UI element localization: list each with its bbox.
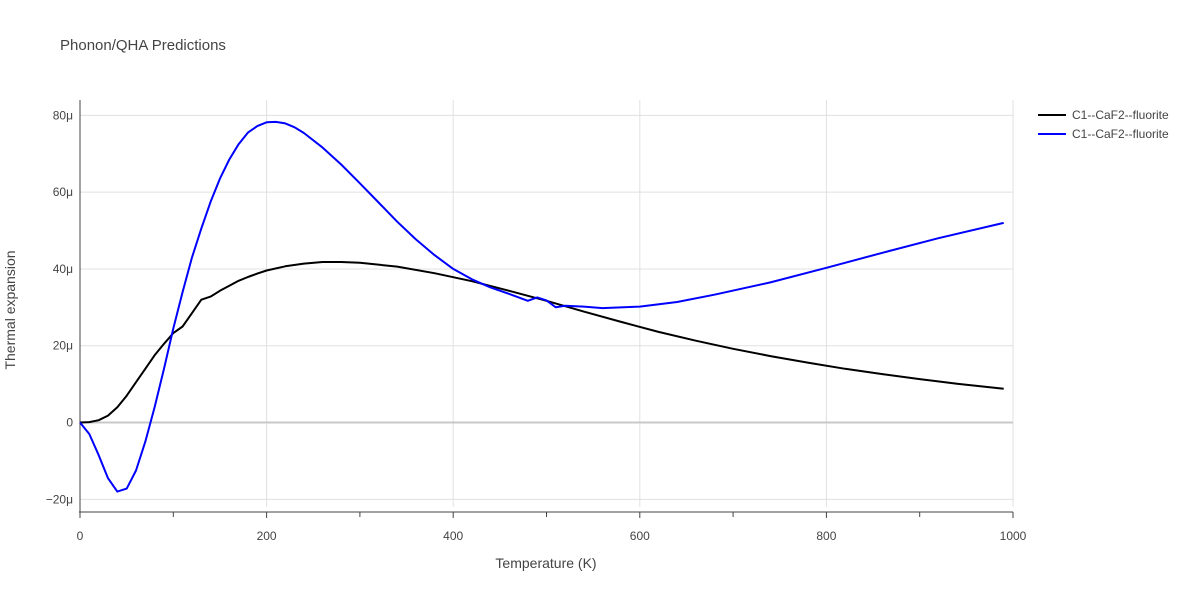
y-tick-label: 0: [66, 416, 73, 430]
tick-labels: 0 200 400 600 800 1000 −20μ 0 20μ 40μ 60μ 80μ: [46, 108, 1027, 543]
series-line-2[interactable]: [79, 120, 1004, 493]
legend-label: C1--CaF2--fluorite: [1072, 108, 1169, 122]
series-line-1[interactable]: [79, 261, 1004, 424]
series-lines: [79, 120, 1004, 493]
legend-item-1[interactable]: C1--CaF2--fluorite: [1038, 108, 1169, 122]
legend-item-2[interactable]: C1--CaF2--fluorite: [1038, 127, 1169, 141]
legend-label: C1--CaF2--fluorite: [1072, 127, 1169, 141]
y-tick-label: 40μ: [53, 262, 73, 276]
x-tick-label: 1000: [1000, 529, 1027, 543]
x-tick-label: 0: [77, 529, 84, 543]
chart-title: Phonon/QHA Predictions: [60, 37, 226, 54]
y-tick-label: 80μ: [53, 108, 73, 122]
gridlines: [80, 100, 1014, 507]
x-tick-label: 800: [816, 529, 836, 543]
y-tick-label: 60μ: [53, 185, 73, 199]
y-tick-label: 20μ: [53, 339, 73, 353]
y-tick-label: −20μ: [46, 492, 73, 506]
x-axis-title: Temperature (K): [495, 555, 596, 571]
y-axis-title: Thermal expansion: [2, 250, 18, 369]
legend[interactable]: C1--CaF2--fluorite C1--CaF2--fluorite: [1038, 108, 1169, 141]
x-tick-label: 600: [630, 529, 650, 543]
axes: [79, 100, 1014, 518]
x-tick-label: 400: [443, 529, 463, 543]
x-tick-label: 200: [257, 529, 277, 543]
